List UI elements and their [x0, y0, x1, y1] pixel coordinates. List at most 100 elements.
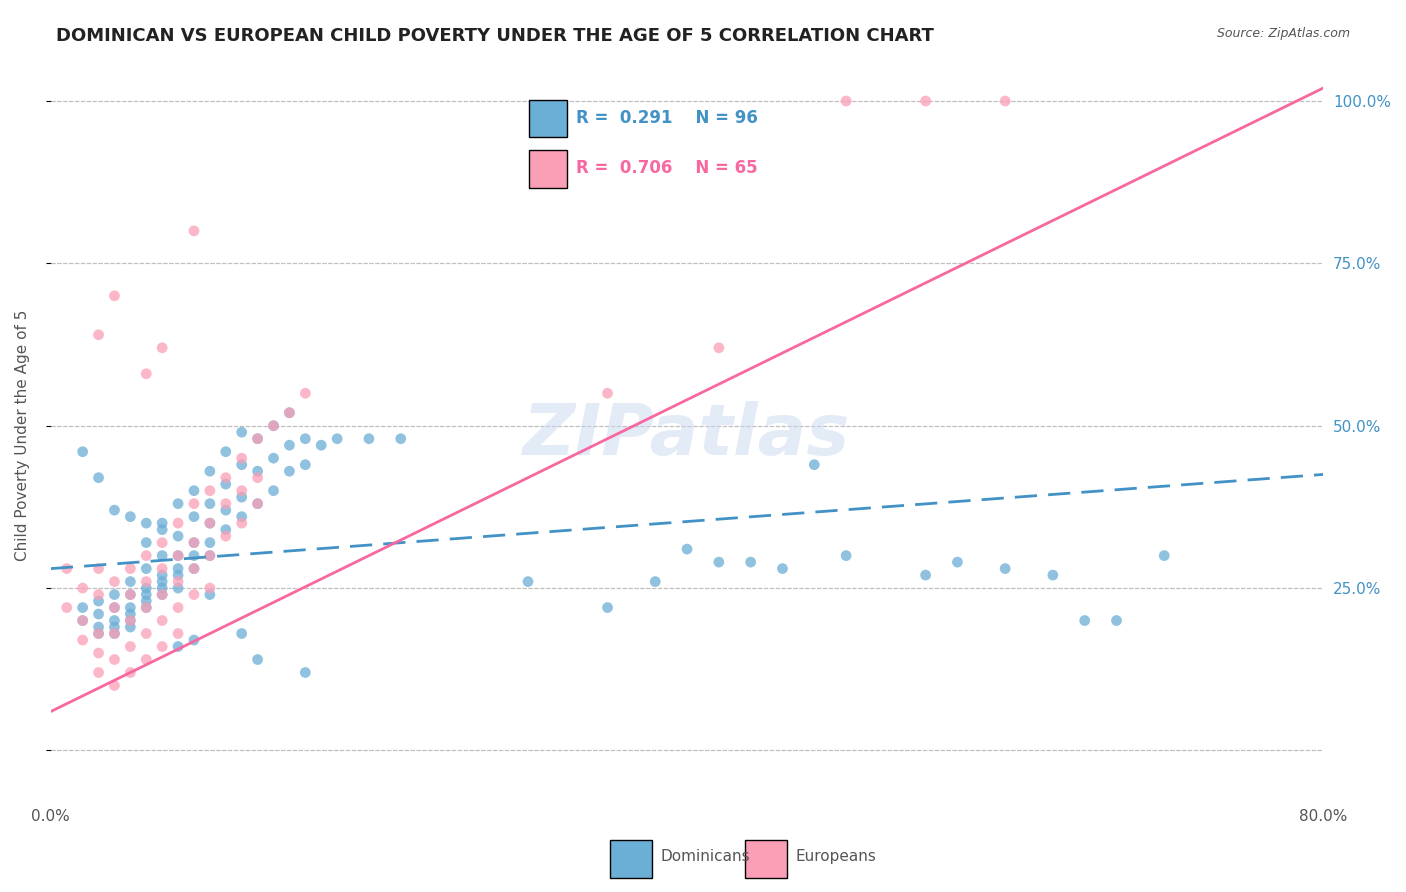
Point	[167, 574, 190, 589]
Point	[246, 432, 269, 446]
Point	[167, 568, 190, 582]
Point	[72, 614, 94, 628]
Point	[135, 626, 157, 640]
Point	[150, 574, 173, 589]
Point	[231, 483, 253, 498]
Point	[198, 516, 221, 530]
Point	[278, 406, 301, 420]
Point	[120, 509, 142, 524]
Point	[803, 458, 825, 472]
Point	[231, 516, 253, 530]
Point	[103, 626, 125, 640]
Text: R =  0.706    N = 65: R = 0.706 N = 65	[576, 160, 758, 178]
Point	[120, 640, 142, 654]
Point	[55, 600, 77, 615]
Point	[309, 438, 332, 452]
Point	[72, 600, 94, 615]
Point	[231, 490, 253, 504]
Point	[215, 444, 238, 458]
Point	[835, 549, 858, 563]
Point	[246, 471, 269, 485]
Point	[150, 588, 173, 602]
Point	[150, 588, 173, 602]
Y-axis label: Child Poverty Under the Age of 5: Child Poverty Under the Age of 5	[15, 310, 30, 561]
Point	[263, 483, 285, 498]
Point	[835, 94, 858, 108]
Point	[946, 555, 969, 569]
Point	[87, 626, 110, 640]
Point	[72, 444, 94, 458]
Point	[150, 614, 173, 628]
Point	[198, 464, 221, 478]
Point	[294, 665, 316, 680]
Point	[103, 503, 125, 517]
Point	[87, 626, 110, 640]
Point	[103, 626, 125, 640]
Point	[772, 561, 794, 575]
Point	[596, 386, 619, 401]
Point	[120, 574, 142, 589]
Point	[707, 555, 730, 569]
Point	[231, 509, 253, 524]
Point	[135, 535, 157, 549]
Point	[103, 600, 125, 615]
Point	[167, 516, 190, 530]
Point	[215, 497, 238, 511]
Point	[150, 581, 173, 595]
Point	[215, 477, 238, 491]
Point	[676, 542, 699, 557]
Point	[231, 458, 253, 472]
Point	[263, 451, 285, 466]
Point	[198, 483, 221, 498]
Point	[1042, 568, 1064, 582]
Point	[135, 600, 157, 615]
Point	[198, 549, 221, 563]
Point	[120, 561, 142, 575]
Text: 80.0%: 80.0%	[1299, 809, 1347, 824]
Point	[120, 614, 142, 628]
Point	[183, 633, 205, 648]
Point	[135, 561, 157, 575]
Text: Source: ZipAtlas.com: Source: ZipAtlas.com	[1216, 27, 1350, 40]
Point	[357, 432, 380, 446]
Point	[294, 432, 316, 446]
Point	[103, 289, 125, 303]
Point	[263, 418, 285, 433]
Point	[278, 464, 301, 478]
Point	[120, 620, 142, 634]
Point	[135, 516, 157, 530]
Point	[167, 529, 190, 543]
Point	[103, 588, 125, 602]
Point	[231, 626, 253, 640]
Point	[914, 568, 936, 582]
Point	[135, 588, 157, 602]
Point	[215, 523, 238, 537]
Point	[183, 549, 205, 563]
Point	[135, 600, 157, 615]
Point	[150, 549, 173, 563]
Point	[72, 581, 94, 595]
Point	[150, 516, 173, 530]
Point	[150, 341, 173, 355]
Point	[246, 652, 269, 666]
Point	[167, 549, 190, 563]
FancyBboxPatch shape	[745, 840, 787, 878]
Point	[87, 665, 110, 680]
Point	[246, 464, 269, 478]
Point	[135, 574, 157, 589]
Point	[135, 367, 157, 381]
Point	[994, 561, 1017, 575]
Point	[120, 600, 142, 615]
Point	[103, 574, 125, 589]
Point	[1105, 614, 1128, 628]
Text: 0.0%: 0.0%	[31, 809, 70, 824]
Point	[198, 497, 221, 511]
Point	[87, 607, 110, 621]
Point	[103, 614, 125, 628]
Point	[150, 523, 173, 537]
Point	[150, 568, 173, 582]
Point	[135, 581, 157, 595]
Point	[183, 224, 205, 238]
Point	[87, 588, 110, 602]
Point	[1073, 614, 1095, 628]
